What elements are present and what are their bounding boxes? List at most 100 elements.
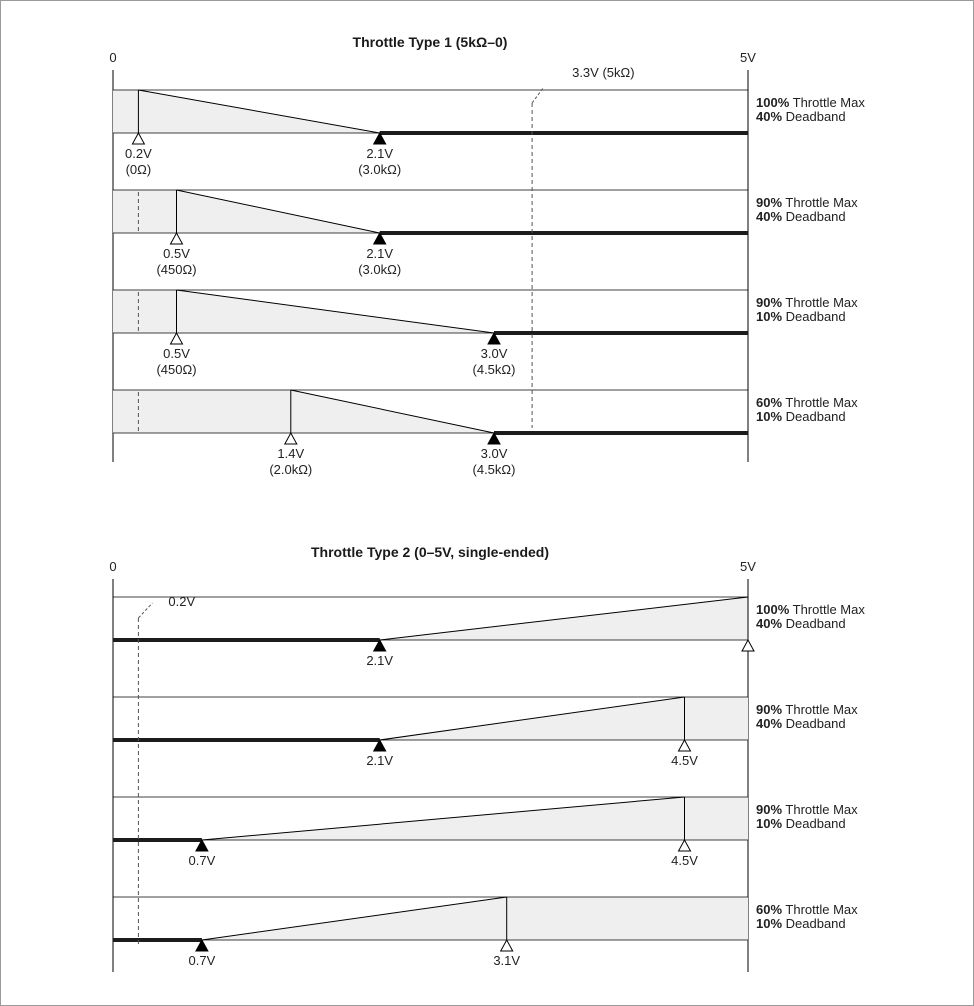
row-2-deadband-label: 40% Deadband bbox=[756, 209, 846, 224]
throttle-max-text: Throttle Max bbox=[782, 902, 858, 917]
row-4-end-label: (4.5kΩ) bbox=[473, 462, 516, 477]
row-4-ramp-line bbox=[290, 389, 495, 434]
row-2-end-marker bbox=[372, 231, 387, 245]
throttle-max-text: Throttle Max bbox=[789, 95, 865, 110]
row-1-throttle-max-label: 100% Throttle Max bbox=[756, 95, 865, 110]
axis-end-label: 5V bbox=[740, 559, 756, 574]
row-1-start-label: (0Ω) bbox=[126, 162, 152, 177]
row-3-high-fill bbox=[684, 797, 748, 840]
row-2-low-fill bbox=[113, 190, 177, 233]
row-1-deadband-label: 40% Deadband bbox=[756, 109, 846, 124]
row-1-start-label: 0.2V bbox=[125, 146, 152, 161]
row-2-throttle-max-label: 90% Throttle Max bbox=[756, 702, 858, 717]
row-2-end-label: 4.5V bbox=[671, 753, 698, 768]
row-3-deadband-label: 10% Deadband bbox=[756, 309, 846, 324]
throttle-max-text: Throttle Max bbox=[782, 295, 858, 310]
deadband-pct: 10% bbox=[756, 409, 782, 424]
row-3-deadband-label: 10% Deadband bbox=[756, 816, 846, 831]
row-4-ramp-line bbox=[201, 896, 507, 941]
row-3-end-label: (4.5kΩ) bbox=[473, 362, 516, 377]
throttle-max-pct: 60% bbox=[756, 395, 782, 410]
axis-start-label: 0 bbox=[109, 559, 116, 574]
axis-end-label: 5V bbox=[740, 50, 756, 65]
deadband-pct: 10% bbox=[756, 309, 782, 324]
row-1-low-fill bbox=[113, 90, 139, 133]
row-3-throttle-max-label: 90% Throttle Max bbox=[756, 802, 858, 817]
deadband-text: Deadband bbox=[782, 916, 846, 931]
row-1-end-label: (3.0kΩ) bbox=[358, 162, 401, 177]
row-1-ramp-line bbox=[138, 89, 380, 134]
row-3-start-marker bbox=[195, 838, 209, 852]
row-2-throttle-max-label: 90% Throttle Max bbox=[756, 195, 858, 210]
row-1-throttle-max-label: 100% Throttle Max bbox=[756, 602, 865, 617]
row-2-deadband-label: 40% Deadband bbox=[756, 716, 846, 731]
deadband-pct: 40% bbox=[756, 716, 782, 731]
row-3-end-label: 4.5V bbox=[671, 853, 698, 868]
deadband-text: Deadband bbox=[782, 409, 846, 424]
throttle-max-text: Throttle Max bbox=[782, 395, 858, 410]
throttle-max-pct: 90% bbox=[756, 195, 782, 210]
row-3-end-marker bbox=[677, 838, 692, 852]
row-2-ramp-line bbox=[176, 189, 380, 234]
reference-label: 0.2V bbox=[168, 594, 195, 609]
row-4-start-label: 0.7V bbox=[189, 953, 216, 968]
reference-callout-line bbox=[138, 602, 153, 619]
throttle-max-text: Throttle Max bbox=[789, 602, 865, 617]
deadband-text: Deadband bbox=[782, 309, 846, 324]
throttle-max-pct: 100% bbox=[756, 95, 790, 110]
row-2-end-marker bbox=[677, 738, 692, 752]
row-4-low-fill bbox=[113, 390, 291, 433]
throttle-max-pct: 60% bbox=[756, 902, 782, 917]
throttle-max-pct: 100% bbox=[756, 602, 790, 617]
row-1-deadband-label: 40% Deadband bbox=[756, 616, 846, 631]
axis-start-label: 0 bbox=[109, 50, 116, 65]
deadband-text: Deadband bbox=[782, 716, 846, 731]
row-4-high-fill bbox=[506, 897, 748, 940]
row-4-start-marker bbox=[195, 938, 209, 952]
row-3-start-label: 0.5V bbox=[163, 346, 190, 361]
row-2-ramp-line bbox=[379, 696, 685, 741]
row-3-end-label: 3.0V bbox=[481, 346, 508, 361]
deadband-pct: 40% bbox=[756, 109, 782, 124]
row-4-start-marker bbox=[283, 431, 298, 445]
row-1-ramp-line bbox=[379, 596, 749, 641]
row-2-start-label: 2.1V bbox=[366, 753, 393, 768]
row-4-deadband-label: 10% Deadband bbox=[756, 916, 846, 931]
row-4-throttle-max-label: 60% Throttle Max bbox=[756, 902, 858, 917]
row-3-low-fill bbox=[113, 290, 177, 333]
deadband-text: Deadband bbox=[782, 109, 846, 124]
row-2-start-marker bbox=[169, 231, 184, 245]
row-3-ramp-line bbox=[176, 289, 495, 334]
reference-callout-line bbox=[531, 87, 544, 104]
row-1-end-marker bbox=[741, 638, 755, 652]
deadband-pct: 40% bbox=[756, 209, 782, 224]
throttle-max-pct: 90% bbox=[756, 295, 782, 310]
throttle-max-text: Throttle Max bbox=[782, 802, 858, 817]
row-4-end-marker bbox=[487, 431, 501, 445]
row-3-start-marker bbox=[169, 331, 184, 345]
throttle-max-text: Throttle Max bbox=[782, 195, 858, 210]
row-2-high-fill bbox=[684, 697, 748, 740]
reference-label: 3.3V (5kΩ) bbox=[572, 65, 634, 80]
row-4-start-label: (2.0kΩ) bbox=[269, 462, 312, 477]
row-4-end-label: 3.0V bbox=[481, 446, 508, 461]
row-3-end-marker bbox=[487, 331, 501, 345]
row-2-end-label: (3.0kΩ) bbox=[358, 262, 401, 277]
row-2-start-label: 0.5V bbox=[163, 246, 190, 261]
row-3-throttle-max-label: 90% Throttle Max bbox=[756, 295, 858, 310]
throttle-max-pct: 90% bbox=[756, 702, 782, 717]
row-1-start-marker bbox=[372, 638, 387, 652]
deadband-text: Deadband bbox=[782, 209, 846, 224]
row-3-start-label: (450Ω) bbox=[156, 362, 196, 377]
row-3-ramp-line bbox=[201, 796, 685, 841]
deadband-pct: 10% bbox=[756, 816, 782, 831]
throttle-max-pct: 90% bbox=[756, 802, 782, 817]
row-1-start-label: 2.1V bbox=[366, 653, 393, 668]
deadband-text: Deadband bbox=[782, 816, 846, 831]
row-4-start-label: 1.4V bbox=[277, 446, 304, 461]
row-2-start-marker bbox=[372, 738, 387, 752]
row-4-deadband-label: 10% Deadband bbox=[756, 409, 846, 424]
deadband-pct: 10% bbox=[756, 916, 782, 931]
deadband-text: Deadband bbox=[782, 616, 846, 631]
